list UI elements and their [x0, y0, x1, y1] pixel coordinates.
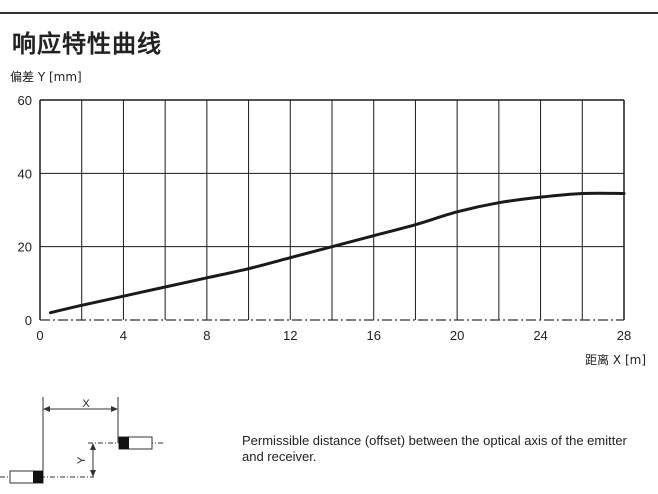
- x-dimension-label: X: [82, 398, 90, 410]
- x-tick-label: 24: [533, 328, 547, 343]
- y-axis-label: 偏差 Y [mm]: [10, 70, 82, 84]
- x-axis-label: 距离 X [m]: [585, 353, 646, 367]
- y-dimension-label: Y: [76, 456, 88, 464]
- y-arrowhead-top: [90, 443, 96, 450]
- x-arrowhead-left: [43, 406, 50, 412]
- x-tick-label: 16: [366, 328, 380, 343]
- x-tick-label: 12: [283, 328, 297, 343]
- response-curve-chart: 0 20 40 60 0 4 8 12 16 20 24 28: [18, 93, 632, 343]
- diagram-caption: Permissible distance (offset) between th…: [242, 433, 627, 464]
- response-curve-line: [48, 191, 626, 315]
- y-arrowhead-bottom: [90, 470, 96, 477]
- x-arrowhead-right: [111, 406, 118, 412]
- x-tick-label: 0: [36, 328, 43, 343]
- x-tick-label: 20: [450, 328, 464, 343]
- top-divider: [0, 12, 658, 14]
- y-tick-label: 20: [18, 240, 32, 255]
- page-title: 响应特性曲线: [12, 30, 162, 58]
- emitter-lens: [33, 471, 43, 483]
- receiver-lens: [119, 437, 129, 449]
- y-tick-label: 60: [18, 93, 32, 108]
- y-tick-label: 0: [25, 313, 32, 328]
- y-tick-label: 40: [18, 166, 32, 181]
- x-tick-label: 28: [617, 328, 631, 343]
- x-tick-label: 4: [120, 328, 127, 343]
- x-tick-label: 8: [203, 328, 210, 343]
- offset-diagram: X Y: [0, 397, 164, 484]
